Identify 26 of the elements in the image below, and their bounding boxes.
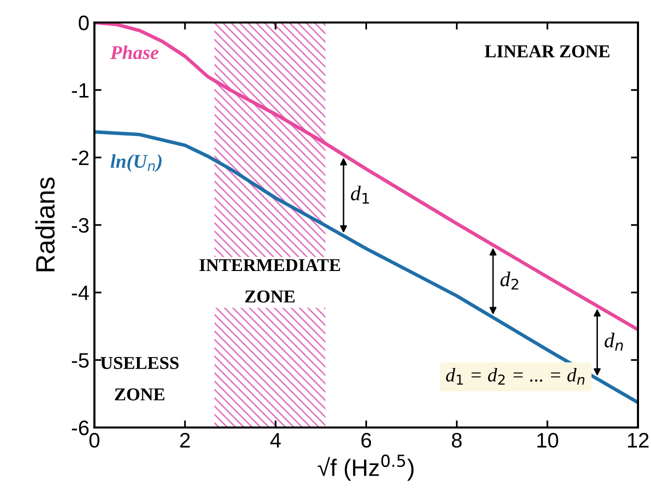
y-tick-label: 0 [78, 16, 89, 30]
x-tick-label: 2 [180, 432, 190, 448]
series-label: Phase [110, 45, 158, 60]
x-tick-label: 6 [361, 432, 372, 448]
annotation: d$_{1}$ = d$_{2}$ = ... = d$_{n}$ [446, 368, 584, 385]
y-tick-label: -3 [72, 218, 89, 233]
series-label: ln(U$_{n}$) [110, 154, 162, 172]
y-tick-label: -6 [72, 420, 89, 436]
y-axis-title: Radians [35, 178, 55, 272]
x-tick-label: 0 [89, 432, 100, 448]
annotation: d$_{2}$ [500, 272, 518, 290]
band-label: INTERMEDIATE ZONE [199, 259, 340, 303]
x-tick-label: 12 [628, 432, 649, 448]
x-tick-label: 4 [270, 433, 281, 448]
x-axis-title: √f (Hz$^{0.5}$) [318, 454, 414, 481]
annotation: USELESS ZONE [100, 356, 179, 400]
x-tick-label: 10 [537, 432, 558, 448]
y-tick-label: -1 [72, 83, 89, 98]
x-tick-label: 8 [452, 432, 462, 448]
line-series [94, 130, 638, 404]
y-tick-label: -5 [72, 353, 89, 368]
y-tick-label: -4 [72, 286, 89, 300]
annotation: d$_{n}$ [604, 332, 623, 351]
annotation: LINEAR ZONE [484, 45, 610, 58]
y-tick-label: -2 [72, 150, 88, 166]
annotation: d$_{1}$ [350, 186, 369, 204]
